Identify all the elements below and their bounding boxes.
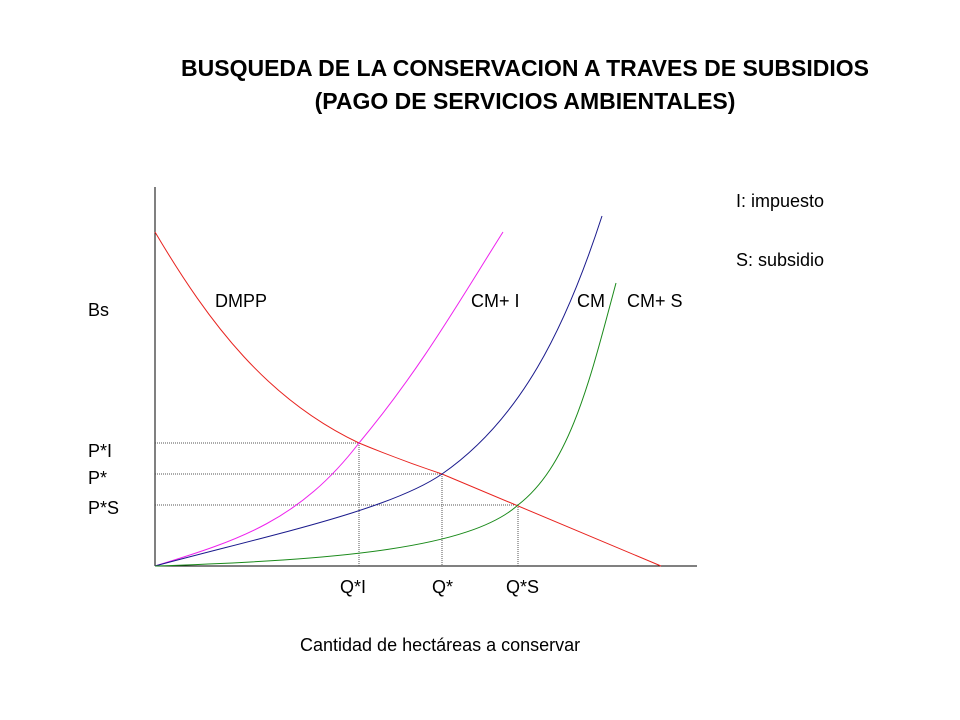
y-axis-label: Bs — [88, 300, 110, 320]
cost-plus-tax-curve — [154, 231, 504, 567]
demand-curve-label: DMPP — [215, 291, 268, 311]
cost-plus-tax-label: CM+ I — [471, 291, 520, 311]
marginal-cost-curve — [154, 215, 603, 567]
marginal-cost-label: CM — [577, 291, 605, 311]
quantity-equilibrium-label: Q* — [432, 577, 454, 597]
price-equilibrium-label: P* — [88, 468, 108, 488]
legend-subsidy: S: subsidio — [736, 250, 825, 270]
diagram-title: BUSQUEDA DE LA CONSERVACION A TRAVES DE … — [0, 52, 960, 118]
price-tax-label: P*I — [88, 441, 113, 461]
title-line-1: BUSQUEDA DE LA CONSERVACION A TRAVES DE … — [181, 55, 869, 81]
quantity-tax-label: Q*I — [340, 577, 367, 597]
price-subsidy-label: P*S — [88, 498, 120, 518]
cost-plus-subsidy-label: CM+ S — [627, 291, 683, 311]
cost-plus-subsidy-curve — [154, 282, 617, 567]
title-line-2: (PAGO DE SERVICIOS AMBIENTALES) — [314, 88, 736, 114]
demand-curve — [154, 231, 662, 567]
quantity-subsidy-label: Q*S — [506, 577, 540, 597]
legend-tax: I: impuesto — [736, 191, 825, 211]
x-axis-label: Cantidad de hectáreas a conservar — [300, 635, 581, 655]
